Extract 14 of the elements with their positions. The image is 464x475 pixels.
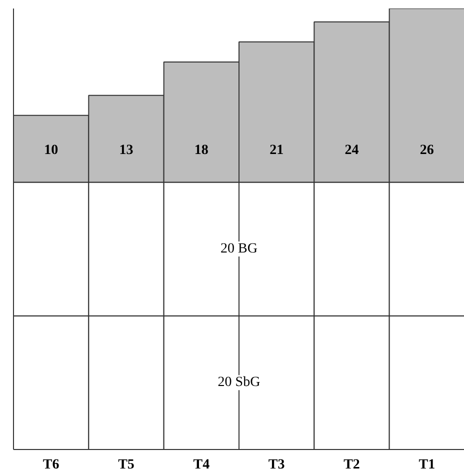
data-label: 26 <box>420 142 434 158</box>
data-label: 24 <box>344 142 359 158</box>
series-label: 20 SbG <box>218 375 260 390</box>
data-label: 13 <box>119 142 134 158</box>
x-tick-label: T2 <box>344 458 360 472</box>
series-label: 20 BG <box>220 242 258 257</box>
x-tick-label: T5 <box>118 458 134 472</box>
x-tick-label: T3 <box>268 458 285 472</box>
data-label: 18 <box>194 142 208 158</box>
x-tick-label: T1 <box>418 458 436 472</box>
data-label: 21 <box>270 142 284 158</box>
x-tick-label: T4 <box>193 458 210 472</box>
data-label: 10 <box>44 142 58 158</box>
x-tick-label: T6 <box>42 458 60 472</box>
